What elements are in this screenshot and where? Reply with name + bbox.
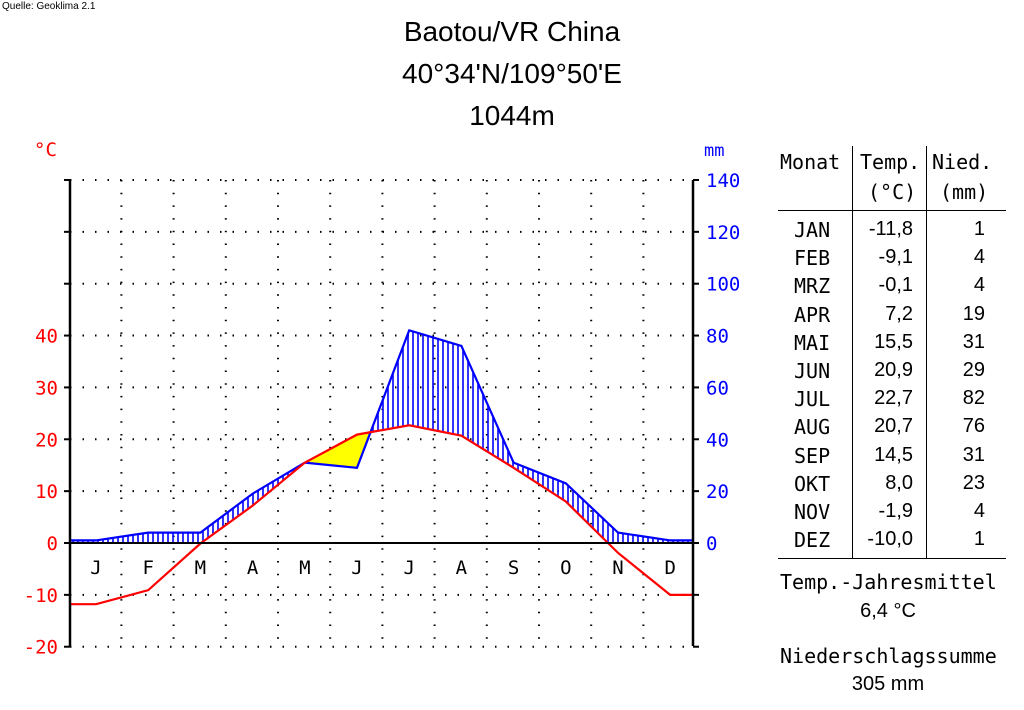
table-temp-value: 7,2 <box>885 302 913 325</box>
month-label: O <box>560 557 571 579</box>
month-label: F <box>142 557 153 579</box>
month-label: M <box>299 557 310 579</box>
annual-precip-label: Niederschlagssumme <box>780 644 997 668</box>
table-temp-value: -0,1 <box>878 274 913 297</box>
left-tick-label: -10 <box>24 585 58 607</box>
month-label: M <box>195 557 206 579</box>
table-month: MRZ <box>794 274 831 299</box>
table-precip-value: 31 <box>962 443 985 466</box>
table-temp-value: -9,1 <box>878 246 913 269</box>
table-month: JAN <box>794 218 831 242</box>
table-header-temp-unit: (°C) <box>868 180 917 204</box>
table-precip-value: 23 <box>962 471 985 494</box>
table-precip-value: 4 <box>973 274 985 297</box>
right-tick-label: 40 <box>706 429 729 451</box>
table-precip-value: 29 <box>962 359 985 381</box>
table-temp-value: -10,0 <box>867 528 913 551</box>
table-temp-value: -11,8 <box>868 218 913 240</box>
source-note: Quelle: Geoklima 2.1 <box>2 1 96 12</box>
left-tick-label: 40 <box>35 326 58 348</box>
left-axis-unit: °C <box>34 139 57 161</box>
table-month: JUL <box>794 387 831 412</box>
table-temp-value: 20,7 <box>874 415 913 438</box>
annual-mean-label: Temp.-Jahresmittel <box>780 570 997 594</box>
table-header-rule <box>778 210 1006 211</box>
table-precip-value: 1 <box>973 218 985 240</box>
table-month: AUG <box>794 415 831 440</box>
right-tick-label: 100 <box>706 274 740 296</box>
right-tick-label: 120 <box>706 222 740 244</box>
table-precip-value: 82 <box>962 387 985 410</box>
table-bottom-rule <box>778 558 1006 559</box>
table-temp-value: 20,9 <box>874 359 913 381</box>
arid-area <box>304 432 371 468</box>
left-tick-label: 10 <box>35 481 58 503</box>
annual-mean-value: 6,4 °C <box>860 600 916 622</box>
table-precip-value: 4 <box>973 246 985 269</box>
table-month: APR <box>794 302 831 327</box>
chart-title-station: Baotou/VR China <box>403 16 621 47</box>
left-tick-label: 0 <box>47 533 58 555</box>
table-month: OKT <box>794 471 831 496</box>
table-temp-value: 22,7 <box>874 387 913 410</box>
table-month: NOV <box>794 500 831 524</box>
right-tick-label: 20 <box>706 481 729 503</box>
table-divider-2 <box>926 146 927 558</box>
month-label: D <box>664 557 675 579</box>
table-month: JUN <box>794 359 831 383</box>
precipitation-line <box>70 329 693 542</box>
left-tick-label: -20 <box>24 637 58 659</box>
table-precip-value: 1 <box>973 528 985 551</box>
month-label: J <box>403 557 414 579</box>
annual-precip-value: 305 mm <box>851 673 925 695</box>
month-label: S <box>508 557 519 579</box>
table-month: FEB <box>794 246 831 271</box>
table-precip-value: 31 <box>962 330 985 353</box>
left-tick-label: 20 <box>35 429 58 451</box>
table-header-precip: Nied. <box>932 150 993 174</box>
climate-chart: -20 -10 0 10 20 30 40 °C 0 20 40 60 80 100 120 140 mm J F M… <box>24 139 741 659</box>
month-label: J <box>90 557 101 579</box>
right-tick-label: 80 <box>706 326 729 348</box>
temperature-line <box>70 424 693 606</box>
table-month: DEZ <box>794 528 831 553</box>
table-temp-value: 14,5 <box>874 443 913 466</box>
left-tick-label: 30 <box>35 377 58 399</box>
month-label: A <box>456 557 468 579</box>
table-temp-value: 8,0 <box>885 471 913 494</box>
month-label: J <box>351 557 362 579</box>
table-divider-1 <box>852 146 853 558</box>
month-label: A <box>247 557 259 579</box>
right-tick-label: 0 <box>706 533 717 555</box>
table-temp-value: -1,9 <box>878 500 913 522</box>
right-tick-label: 140 <box>706 170 740 192</box>
month-label: N <box>612 557 623 579</box>
table-header-temp: Temp. <box>860 150 921 174</box>
table-month: SEP <box>794 443 831 468</box>
table-precip-value: 76 <box>962 415 985 438</box>
table-precip-value: 19 <box>962 302 985 325</box>
table-header-precip-unit: (mm) <box>940 180 989 204</box>
table-precip-value: 4 <box>973 500 985 522</box>
chart-title-coordinates: 40°34'N/109°50'E <box>402 58 622 89</box>
chart-title-elevation: 1044m <box>469 100 555 131</box>
table-month: MAI <box>794 330 831 355</box>
right-tick-label: 60 <box>706 377 729 399</box>
table-header-month: Monat <box>780 150 841 174</box>
table-temp-value: 15,5 <box>874 330 913 353</box>
right-axis-unit: mm <box>704 141 724 161</box>
